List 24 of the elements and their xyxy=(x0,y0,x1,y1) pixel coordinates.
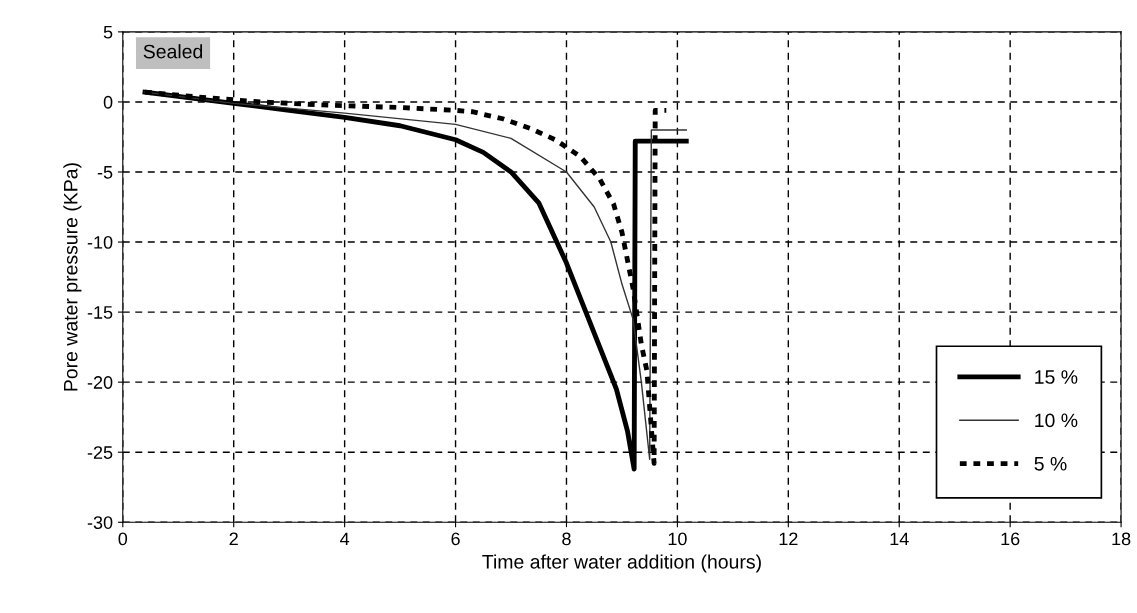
x-tick-label: 16 xyxy=(1001,532,1020,546)
x-tick-label: 18 xyxy=(1112,532,1131,546)
y-tick-label: 5 xyxy=(103,26,113,39)
y-tick-label: -15 xyxy=(87,306,113,319)
y-tick-label: -20 xyxy=(87,376,113,389)
x-tick-label: 8 xyxy=(562,532,571,546)
legend-label: 10 % xyxy=(1035,413,1078,428)
legend-label: 15 % xyxy=(1035,370,1078,384)
y-tick-label: -25 xyxy=(87,446,113,459)
annotation: Sealed xyxy=(143,44,203,59)
y-tick-label: -30 xyxy=(87,516,113,529)
y-axis-title: Pore water pressure (KPa) xyxy=(63,163,82,391)
x-tick-label: 0 xyxy=(118,532,128,546)
x-axis-title: Time after water addition (hours) xyxy=(482,554,761,573)
legend-label: 5 % xyxy=(1034,456,1067,471)
y-tick-label: -5 xyxy=(97,166,113,179)
x-tick-label: 6 xyxy=(451,532,460,546)
x-tick-label: 2 xyxy=(229,532,238,546)
y-tick-label: 0 xyxy=(103,95,113,109)
x-tick-label: 12 xyxy=(779,532,798,546)
x-tick-label: 14 xyxy=(890,532,909,546)
y-tick-label: -10 xyxy=(87,235,113,249)
x-tick-label: 4 xyxy=(340,532,350,546)
x-tick-label: 10 xyxy=(668,532,687,546)
